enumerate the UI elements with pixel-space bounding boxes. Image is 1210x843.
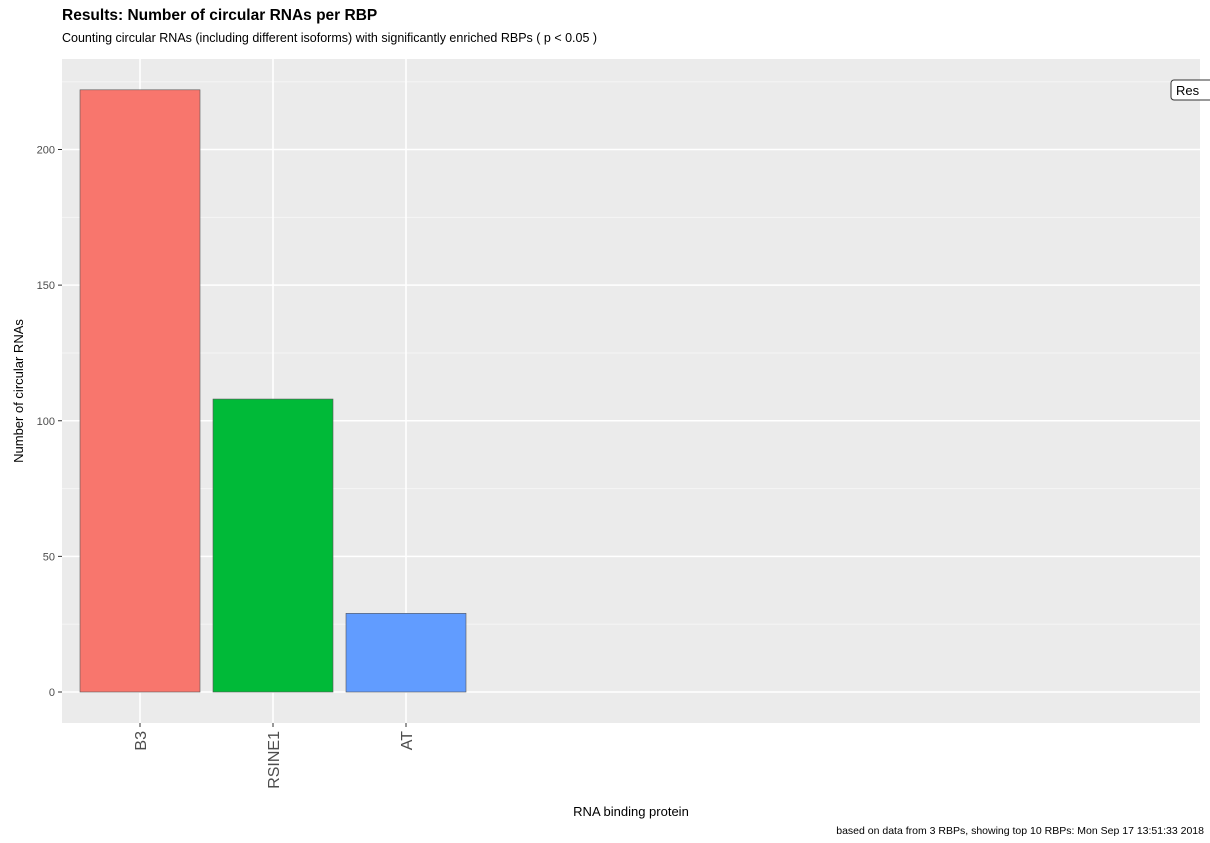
bar-b3 bbox=[79, 89, 201, 693]
y-tick-label: 200 bbox=[37, 145, 55, 157]
bar-rsine1 bbox=[212, 398, 334, 693]
y-tick-label: 50 bbox=[43, 551, 55, 563]
y-tick-label: 0 bbox=[49, 687, 55, 699]
chart-title: Results: Number of circular RNAs per RBP bbox=[62, 7, 378, 24]
y-tick-label: 150 bbox=[37, 280, 55, 292]
chart-caption: based on data from 3 RBPs, showing top 1… bbox=[836, 825, 1204, 837]
bars bbox=[79, 89, 467, 693]
x-tick-label: AT bbox=[399, 731, 416, 750]
legend-label: Res bbox=[1176, 83, 1200, 98]
y-axis-ticks: 0 50 100 150 200 bbox=[37, 145, 62, 699]
legend: Res bbox=[1170, 79, 1210, 101]
x-tick-label: RSINE1 bbox=[266, 731, 283, 789]
x-axis-title: RNA binding protein bbox=[573, 804, 689, 819]
x-axis-ticks: B3 RSINE1 AT bbox=[133, 723, 416, 789]
legend-box bbox=[1170, 79, 1210, 101]
bar-at bbox=[345, 613, 467, 693]
y-tick-label: 100 bbox=[37, 416, 55, 428]
chart-subtitle: Counting circular RNAs (including differ… bbox=[62, 31, 598, 45]
x-tick-label: B3 bbox=[133, 731, 150, 751]
y-axis-title: Number of circular RNAs bbox=[11, 319, 26, 463]
